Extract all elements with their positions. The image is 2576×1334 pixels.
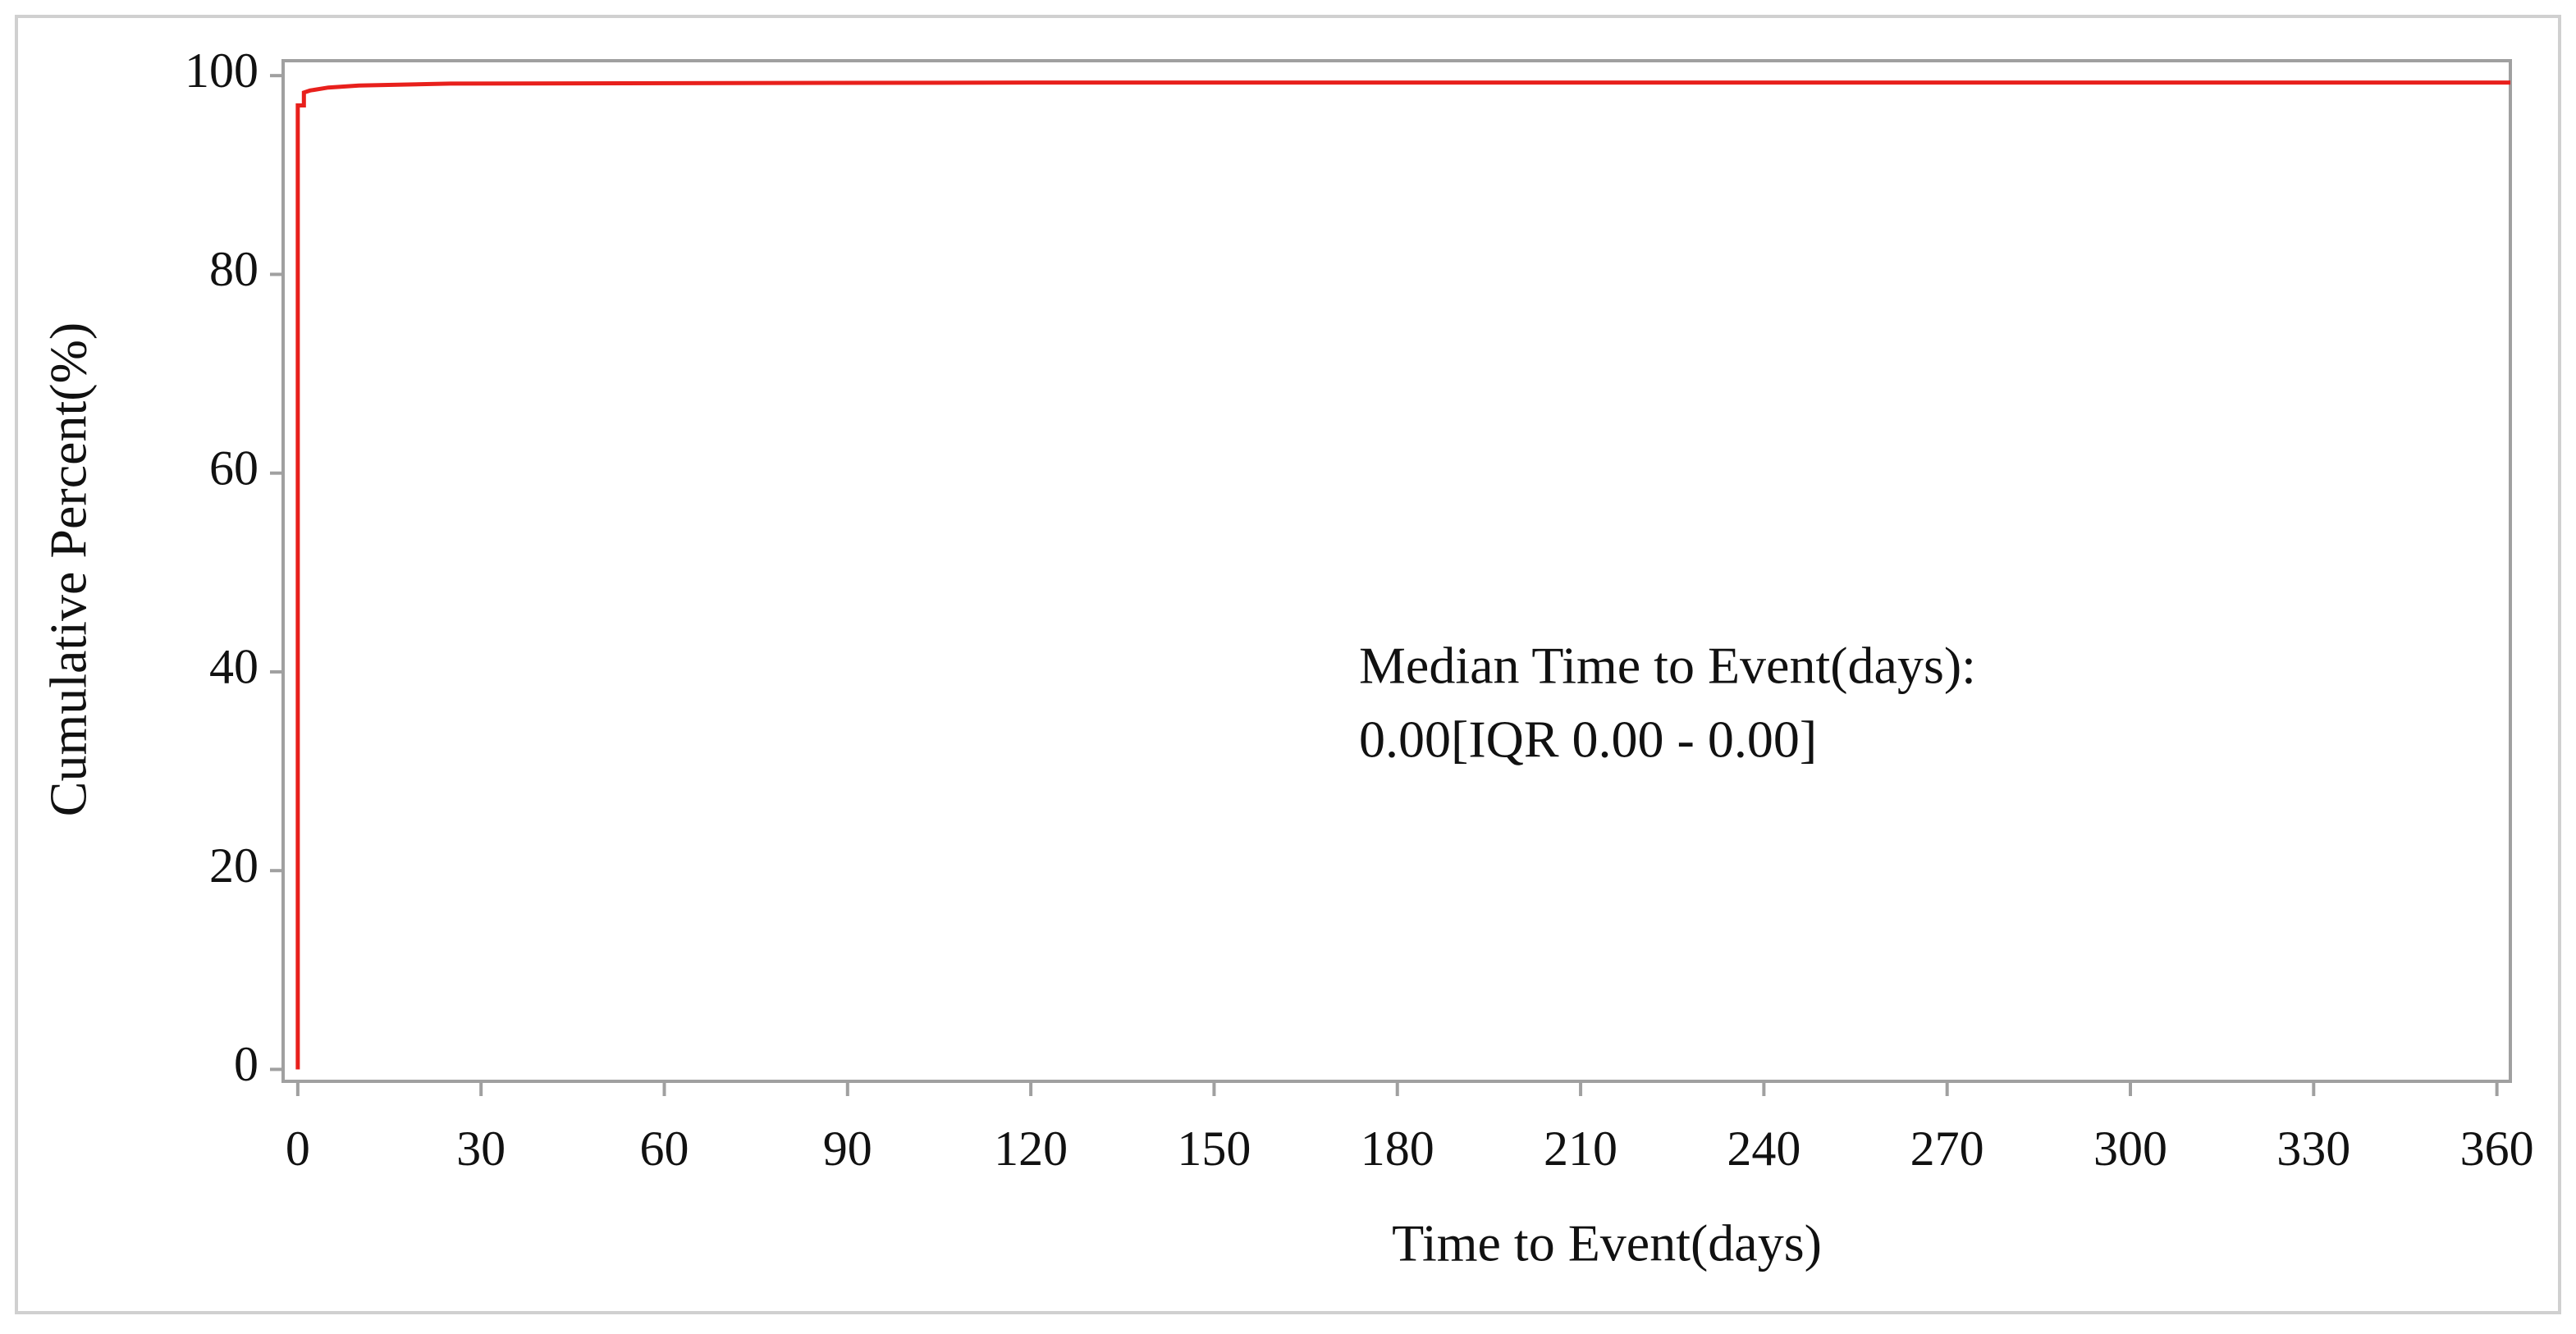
y-tick-label: 60 xyxy=(209,441,259,495)
y-tick-label: 80 xyxy=(209,242,259,296)
x-tick-label: 150 xyxy=(1177,1122,1251,1176)
x-tick-label: 330 xyxy=(2276,1122,2350,1176)
x-axis-title: Time to Event(days) xyxy=(1392,1214,1822,1272)
x-tick-label: 360 xyxy=(2460,1122,2534,1176)
x-tick-label: 90 xyxy=(823,1122,872,1176)
y-tick-label: 20 xyxy=(209,838,259,893)
plot-frame xyxy=(281,59,2512,1083)
y-tick-label: 40 xyxy=(209,640,259,694)
x-tick-label: 30 xyxy=(456,1122,506,1176)
x-tick-label: 180 xyxy=(1361,1122,1434,1176)
x-tick-label: 270 xyxy=(1910,1122,1984,1176)
y-axis-title: Cumulative Percent(%) xyxy=(39,322,98,816)
y-tick-label: 100 xyxy=(185,43,259,98)
x-tick-label: 0 xyxy=(286,1122,310,1176)
annotation: Median Time to Event(days): xyxy=(1359,637,1976,695)
x-tick-label: 120 xyxy=(994,1122,1068,1176)
x-tick-label: 300 xyxy=(2093,1122,2167,1176)
outer-frame xyxy=(15,15,2561,1314)
y-tick-label: 0 xyxy=(234,1037,259,1091)
x-tick-label: 210 xyxy=(1544,1122,1617,1176)
x-tick-label: 240 xyxy=(1727,1122,1800,1176)
cumulative-line xyxy=(295,80,2510,1070)
x-tick-label: 60 xyxy=(639,1122,689,1176)
annotation: 0.00[IQR 0.00 - 0.00] xyxy=(1359,710,1817,769)
